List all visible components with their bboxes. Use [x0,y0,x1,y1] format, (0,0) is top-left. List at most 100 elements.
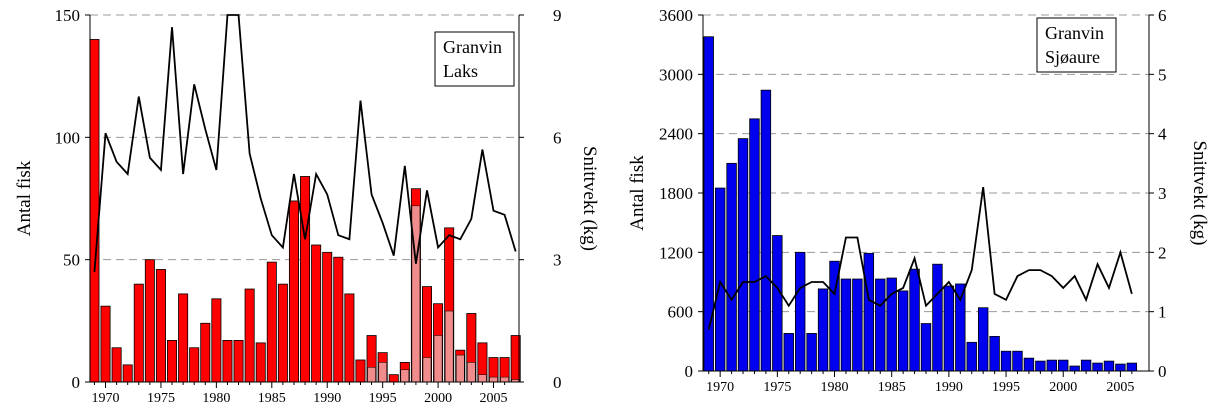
bar [300,176,311,383]
bar [1092,362,1103,372]
bars [89,39,521,383]
y-tick-label: 3000 [659,65,693,84]
bar [1035,360,1046,372]
y-tick-label: 150 [55,6,81,25]
bar [1058,359,1069,372]
bar [1069,365,1080,372]
bar [966,341,977,372]
y2-tick-label: 3 [1158,184,1167,203]
x-tick-label: 1970 [92,391,120,406]
bar [760,89,772,372]
bar [863,252,875,372]
x-tick-label: 2000 [424,391,452,406]
x-tick-label: 1975 [763,380,791,395]
bar [840,278,852,372]
bar [749,118,760,372]
bar [222,340,233,383]
bar [1080,359,1092,372]
y2-tick-label: 3 [553,251,562,270]
bar [388,374,399,383]
bar-overlay [422,357,432,383]
bar [322,251,333,383]
y-tick-label: 2400 [659,125,693,144]
bar [233,340,244,383]
bar [167,340,178,383]
x-tick-label: 1985 [878,380,906,395]
bar [897,290,909,372]
y2-tick-label: 4 [1158,125,1167,144]
y-tick-label: 0 [72,373,81,392]
x-tick-label: 1995 [369,391,397,406]
bar [344,293,355,383]
y-tick-label: 1200 [659,243,693,262]
x-tick-label: 1990 [313,391,341,406]
y-tick-label: 1800 [659,184,693,203]
x-tick-label: 1980 [821,380,849,395]
bar [1046,359,1057,372]
bar [288,200,299,383]
average-weight-line [707,186,1133,330]
bar [920,323,932,372]
bar [311,244,322,383]
x-tick-label: 1975 [147,391,175,406]
bar [783,333,794,372]
bar [1023,357,1035,372]
y-tick-label: 100 [55,128,81,147]
bar [211,298,222,383]
bar [89,39,100,383]
y2-tick-label: 0 [1158,362,1167,381]
bar [875,278,886,372]
annotation-text: Laks [443,61,478,81]
bar [795,251,806,372]
x-tick-label: 2005 [1106,380,1134,395]
bar [277,283,288,383]
bar [178,293,189,383]
bar-overlay [455,354,465,383]
bar [977,307,989,372]
average-weight-line [93,14,517,272]
bar [1012,350,1023,372]
y2-tick-label: 5 [1158,65,1167,84]
bar [737,138,749,372]
annotation-text: Sjøaure [1045,47,1100,67]
bar [955,283,966,372]
bar [189,347,200,383]
y-tick-label: 600 [668,303,694,322]
bar [932,263,943,372]
x-tick-label: 1990 [935,380,963,395]
y-tick-label: 0 [685,362,694,381]
annotation-text: Granvin [1045,23,1104,43]
bar-overlay [433,335,443,383]
bar [989,335,1000,372]
bar-overlay [467,362,476,383]
y-tick-label: 3600 [659,6,693,25]
y2-tick-label: 6 [1158,6,1167,25]
bar [111,347,122,383]
bar [122,364,133,383]
bar [100,305,111,383]
x-tick-label: 1995 [992,380,1020,395]
y2-axis-label: Snittvekt (kg) [1189,140,1210,245]
bar [726,162,737,372]
bar [714,187,726,372]
bar [703,36,714,372]
bar-overlay [478,374,487,383]
y2-tick-label: 0 [553,373,562,392]
y-tick-label: 50 [63,251,80,270]
bar [133,283,144,383]
bar [1126,362,1138,372]
x-tick-label: 2000 [1049,380,1077,395]
bar-overlay [400,369,410,383]
bar [144,259,155,383]
bar [1000,350,1012,372]
bar [852,278,863,372]
y2-tick-label: 9 [553,6,562,25]
annotation-box [1036,17,1117,73]
bar [806,333,817,372]
chart-1: 0 50 100 150 0 3 6 9 1970 1975 1980 1985 1990 1995 200… [14,6,600,406]
bar [1103,360,1115,372]
annotation-box [434,31,515,87]
y-axis-label: Antal fisk [627,155,648,231]
y2-tick-label: 1 [1158,303,1167,322]
